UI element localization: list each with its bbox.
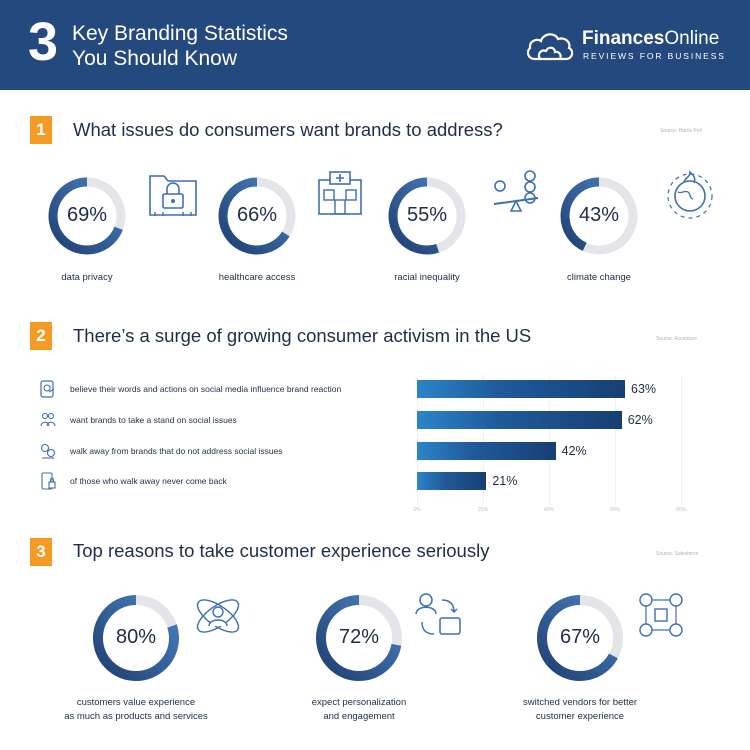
s2-gridline-4	[681, 375, 683, 505]
s3-ring-label-line1-0: customers value experience	[76, 697, 196, 708]
s3-ring-arc-0	[93, 595, 179, 681]
orbit-person-icon	[196, 599, 240, 633]
header-title: Key Branding Statistics You Should Know	[72, 21, 288, 71]
s2-bar-1	[417, 411, 622, 429]
s3-ring-2	[537, 595, 623, 681]
s1-ring-value-0: 69%	[66, 204, 108, 226]
social-media-icon	[40, 380, 55, 398]
s2-bar-value-1: 62%	[627, 413, 653, 427]
balance-seesaw-icon	[493, 170, 539, 212]
s2-bar-value-2: 42%	[561, 444, 587, 458]
s3-ring-label-line1-2: switched vendors for better	[522, 697, 638, 708]
header-banner: 3 Key Branding Statistics You Should Kno…	[0, 0, 750, 90]
walk-away-icon	[40, 443, 56, 459]
s1-ring-0	[48, 177, 126, 255]
s1-ring-arc-0	[48, 177, 126, 255]
vendor-grid-icon	[639, 593, 683, 637]
s3-ring-value-2: 67%	[559, 626, 601, 648]
s2-axis-tick-0: 0%	[413, 507, 421, 513]
people-stand-icon	[40, 412, 56, 427]
s2-bar-2	[417, 442, 556, 460]
section1-number-badge: 1	[30, 116, 52, 144]
s2-row-label-3: of those who walk away never come back	[70, 476, 227, 486]
s2-row-label-0: believe their words and actions on socia…	[70, 384, 342, 394]
section3-source: Source: Salesforce	[656, 551, 699, 557]
s2-row-label-2: walk away from brands that do not addres…	[70, 446, 283, 456]
s2-bar-0	[417, 380, 625, 398]
hospital-icon	[318, 171, 362, 215]
s3-ring-label-line2-1: and engagement	[323, 711, 395, 722]
brand-logo[interactable]: FinancesOnline REVIEWS FOR BUSINESS	[525, 25, 730, 65]
cloud-logo-icon	[526, 33, 574, 61]
s1-ring-arc-1	[218, 177, 296, 255]
s2-bar-value-3: 21%	[492, 474, 518, 488]
s3-ring-label-1: expect personalization and engagement	[259, 696, 459, 724]
header-title-line2: You Should Know	[72, 47, 238, 70]
s1-ring-arc-2	[388, 177, 466, 255]
burning-earth-icon	[667, 170, 713, 219]
s1-ring-value-2: 55%	[406, 204, 448, 226]
s2-gridline-0	[417, 375, 418, 505]
section1-title: What issues do consumers want brands to …	[73, 119, 503, 140]
s2-gridline-2	[549, 375, 551, 505]
brand-name: FinancesOnline	[582, 28, 720, 49]
s2-row-label-1: want brands to take a stand on social is…	[70, 415, 237, 425]
s1-ring-arc-3	[560, 177, 638, 255]
s3-ring-label-0: customers value experience as much as pro…	[36, 696, 236, 724]
user-switch-icon	[415, 593, 461, 635]
s3-ring-label-line1-1: expect personalization	[311, 697, 407, 708]
s1-ring-value-3: 43%	[578, 204, 620, 226]
section1-source: Source: Harris Poll	[660, 128, 702, 134]
s3-ring-value-1: 72%	[338, 626, 380, 648]
brand-tagline: REVIEWS FOR BUSINESS	[583, 51, 726, 61]
s1-ring-label-1: healthcare access	[218, 272, 296, 283]
s1-ring-3	[560, 177, 638, 255]
section3-title: Top reasons to take customer experience …	[73, 540, 490, 561]
header-title-line1: Key Branding Statistics	[72, 22, 288, 45]
s3-ring-0	[93, 595, 179, 681]
s2-axis-tick-4: 80%	[676, 507, 687, 513]
s1-ring-2	[388, 177, 466, 255]
s2-bar-3	[417, 472, 487, 490]
s1-ring-value-1: 66%	[236, 204, 278, 226]
s2-gridline-3	[615, 375, 617, 505]
section2-source: Source: Accenture	[656, 336, 697, 342]
s3-ring-1	[316, 595, 402, 681]
section2-number-badge: 2	[30, 322, 52, 350]
s3-ring-label-2: switched vendors for better customer expe…	[480, 696, 680, 724]
s3-ring-label-line2-0: as much as products and services	[64, 711, 208, 722]
s1-ring-label-3: climate change	[567, 272, 631, 283]
s1-ring-label-2: racial inequality	[394, 272, 460, 283]
section3-number-badge: 3	[30, 538, 52, 566]
s3-ring-value-0: 80%	[115, 626, 157, 648]
phone-lock-icon	[41, 472, 56, 490]
s2-axis-tick-1: 20%	[478, 507, 489, 513]
s3-ring-arc-2	[537, 595, 623, 681]
s3-ring-label-line2-2: customer experience	[535, 711, 625, 722]
s2-axis-tick-2: 40%	[544, 507, 555, 513]
s3-ring-arc-1	[316, 595, 402, 681]
folder-lock-icon	[149, 175, 197, 216]
s1-ring-label-0: data privacy	[61, 272, 113, 283]
header-number: 3	[28, 12, 59, 72]
s2-bar-value-0: 63%	[631, 382, 657, 396]
s1-ring-1	[218, 177, 296, 255]
s2-gridline-1	[483, 375, 485, 505]
section2-title: There’s a surge of growing consumer acti…	[73, 325, 532, 346]
s2-axis-tick-3: 60%	[610, 507, 621, 513]
